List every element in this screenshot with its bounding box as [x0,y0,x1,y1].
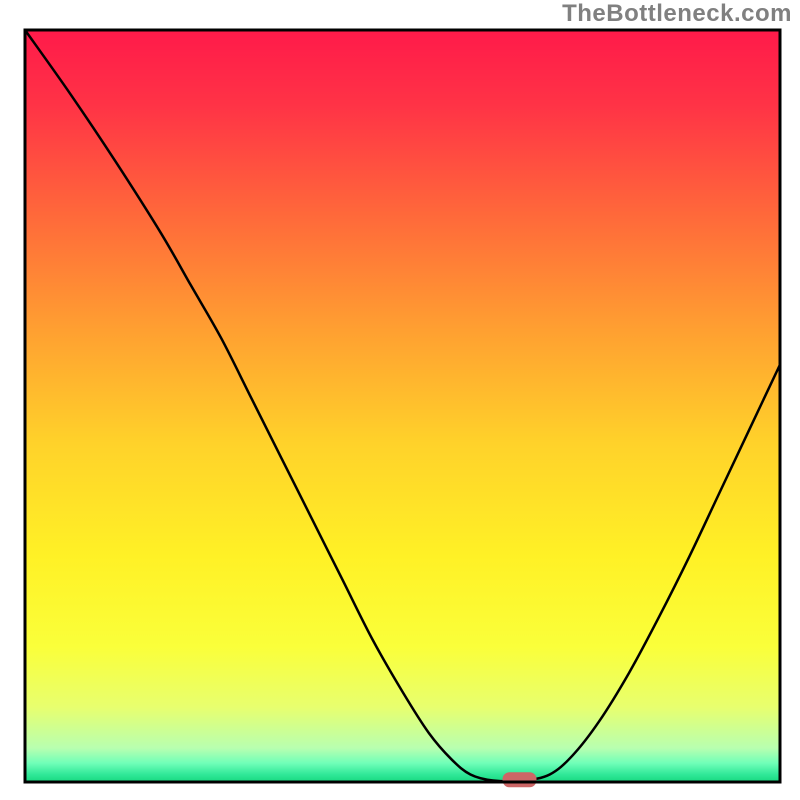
watermark-text: TheBottleneck.com [562,0,792,28]
bottleneck-chart [0,0,800,800]
optimal-marker [503,772,537,787]
chart-background [25,30,780,782]
